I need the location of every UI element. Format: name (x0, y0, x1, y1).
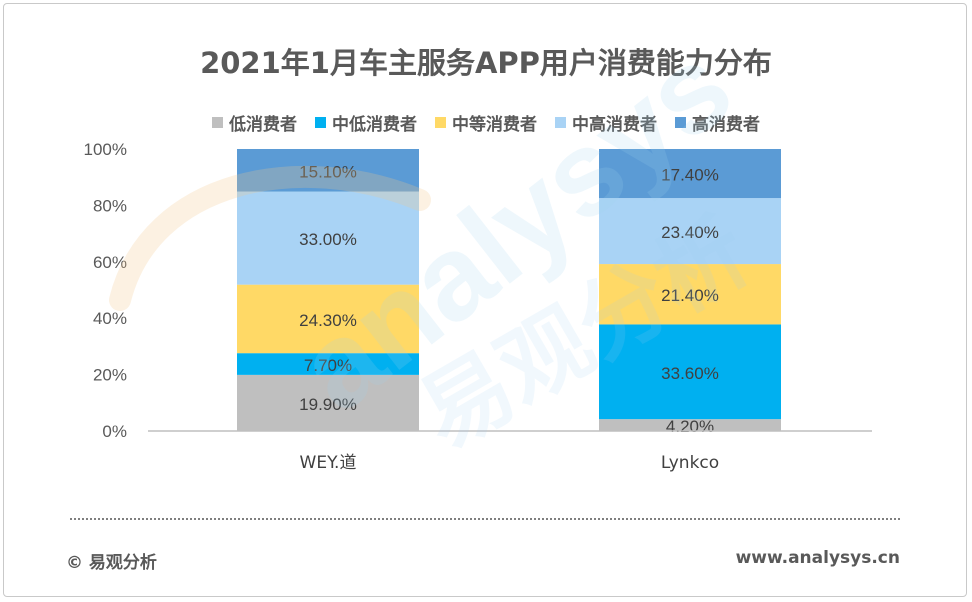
legend-label-mid-low: 中低消费者 (332, 115, 417, 135)
bar-segment (237, 353, 419, 375)
chart-card (3, 3, 967, 597)
bar-segment (237, 284, 419, 354)
chart-title: 2021年1月车主服务APP用户消费能力分布 (200, 46, 772, 80)
legend-swatch-mid-low (315, 117, 326, 128)
y-tick-label: 40% (93, 309, 127, 328)
legend-label-mid: 中等消费者 (452, 115, 537, 135)
data-label: 4.20% (666, 417, 714, 436)
legend-swatch-mid-high (555, 117, 566, 128)
bar-segment (599, 324, 781, 420)
bar-segment (599, 264, 781, 325)
x-tick-label: Lynkco (661, 453, 719, 473)
data-label: 21.40% (661, 286, 719, 305)
data-label: 23.40% (661, 223, 719, 242)
bar-segment (237, 149, 419, 192)
data-label: 7.70% (304, 356, 352, 375)
legend-label-mid-high: 中高消费者 (572, 115, 657, 135)
bar-segment (599, 149, 781, 199)
legend-label-high: 高消费者 (692, 115, 760, 135)
bar-segment (237, 374, 419, 431)
data-label: 33.60% (661, 364, 719, 383)
legend-item-mid-high: 中高消费者 (555, 110, 657, 135)
data-label: 15.10% (299, 162, 357, 181)
legend-swatch-low (212, 117, 223, 128)
bar-segment (599, 198, 781, 265)
legend-item-high: 高消费者 (675, 110, 760, 135)
y-tick-label: 20% (93, 366, 127, 385)
data-label: 17.40% (661, 166, 719, 185)
legend-label-low: 低消费者 (229, 115, 297, 135)
y-tick-label: 100% (84, 140, 127, 159)
y-tick-label: 60% (93, 253, 127, 272)
bar-segment (237, 191, 419, 285)
data-label: 24.30% (299, 311, 357, 330)
legend-item-mid-low: 中低消费者 (315, 110, 417, 135)
y-tick-label: 80% (93, 196, 127, 215)
bar-segment (599, 419, 781, 431)
legend-item-mid: 中等消费者 (435, 110, 537, 135)
footer-url[interactable]: www.analysys.cn (735, 548, 900, 568)
footer-divider (70, 518, 900, 520)
y-tick-label: 0% (102, 422, 127, 441)
x-tick-label: WEY.道 (300, 453, 357, 473)
data-label: 33.00% (299, 230, 357, 249)
legend-item-low: 低消费者 (212, 110, 297, 135)
legend-swatch-mid (435, 117, 446, 128)
chart-legend: 低消费者 中低消费者 中等消费者 中高消费者 高消费者 (0, 110, 972, 135)
legend-swatch-high (675, 117, 686, 128)
footer-source: © 易观分析 (66, 553, 157, 573)
data-label: 19.90% (299, 395, 357, 414)
